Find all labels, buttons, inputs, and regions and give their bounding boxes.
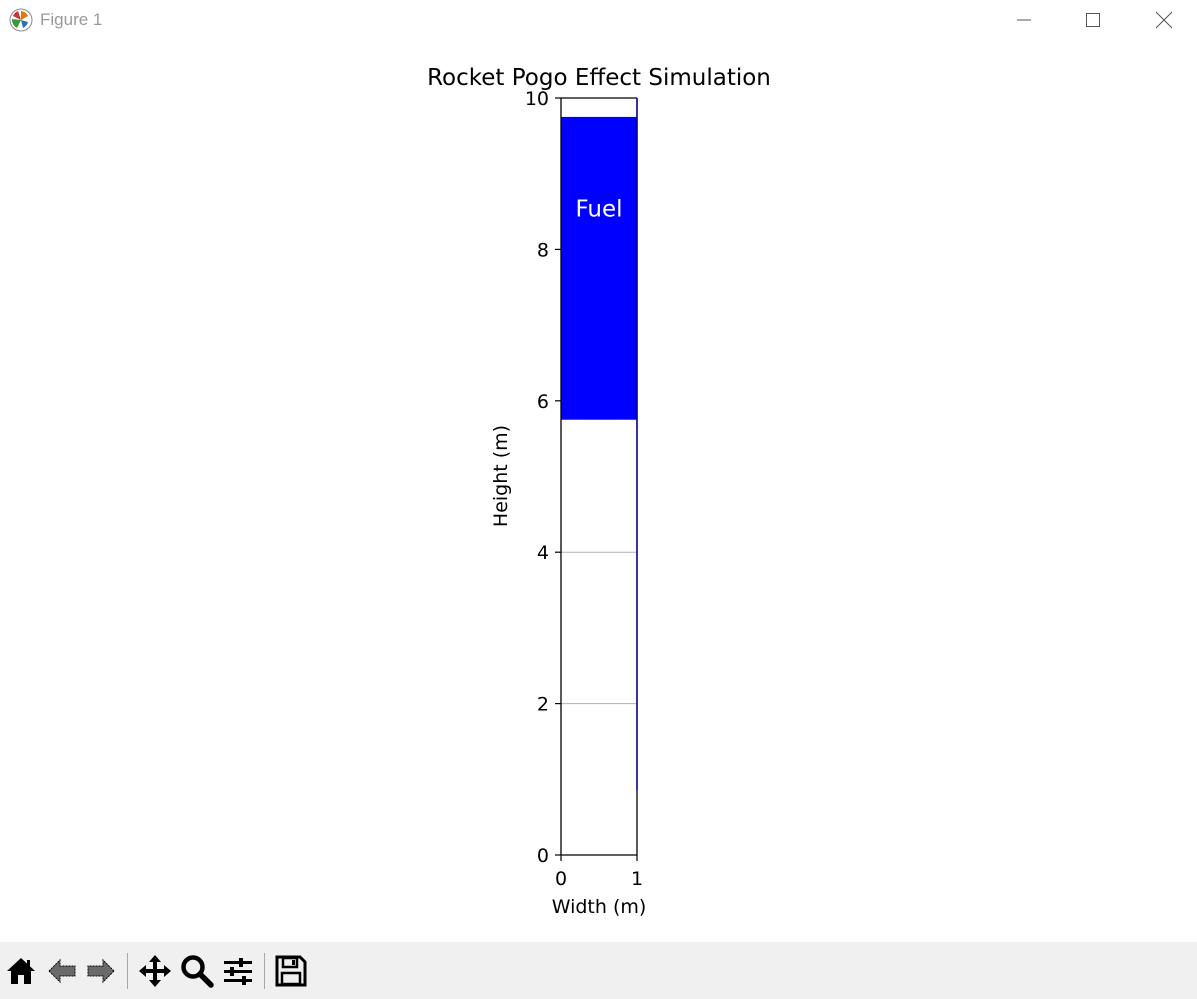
tick-marks: 0 2 4 6 8 10 0 1	[525, 88, 643, 890]
back-button[interactable]	[44, 951, 80, 991]
zoom-button[interactable]	[179, 951, 215, 991]
close-button[interactable]	[1141, 0, 1187, 40]
x-axis-label: Width (m)	[552, 896, 647, 918]
figure-canvas[interactable]: Rocket Pogo Effect Simulation Fuel 0 2 4 6 8…	[0, 40, 1197, 942]
pan-button[interactable]	[137, 951, 173, 991]
y-tick-label: 2	[537, 694, 549, 716]
matplotlib-logo-icon	[9, 8, 33, 32]
maximize-button[interactable]	[1070, 0, 1116, 40]
minimize-icon	[1017, 19, 1031, 21]
floppy-disk-icon	[275, 955, 307, 987]
axes	[560, 97, 638, 856]
sliders-icon	[224, 958, 252, 985]
close-icon	[1155, 11, 1173, 29]
y-tick-label: 8	[537, 239, 549, 261]
y-tick-label: 6	[537, 391, 549, 413]
maximize-icon	[1086, 13, 1100, 27]
toolbar-separator	[264, 953, 265, 989]
home-button[interactable]	[3, 951, 39, 991]
y-tick-label: 4	[537, 542, 549, 564]
chart-title: Rocket Pogo Effect Simulation	[427, 65, 771, 91]
minimize-button[interactable]	[1001, 0, 1047, 40]
back-arrow-icon	[48, 958, 76, 984]
forward-button[interactable]	[83, 951, 119, 991]
forward-arrow-icon	[87, 958, 115, 984]
x-tick-label: 1	[631, 868, 643, 890]
title-bar: Figure 1	[0, 0, 1197, 40]
configure-subplots-button[interactable]	[220, 951, 256, 991]
y-tick-label: 10	[525, 88, 549, 110]
toolbar-separator	[127, 953, 128, 989]
magnifier-icon	[181, 955, 214, 988]
home-icon	[7, 958, 35, 984]
save-button[interactable]	[273, 951, 309, 991]
y-tick-label: 0	[537, 845, 549, 867]
window-title: Figure 1	[40, 10, 103, 29]
navigation-toolbar	[0, 942, 1197, 999]
move-icon	[139, 955, 171, 987]
x-tick-label: 0	[555, 868, 567, 890]
y-axis-label: Height (m)	[490, 425, 512, 527]
fuel-label: Fuel	[575, 196, 622, 222]
fuel-layer: Fuel	[561, 116, 637, 420]
chart: Rocket Pogo Effect Simulation Fuel 0 2 4 6 8…	[427, 65, 771, 918]
fuel-bar	[561, 116, 637, 420]
